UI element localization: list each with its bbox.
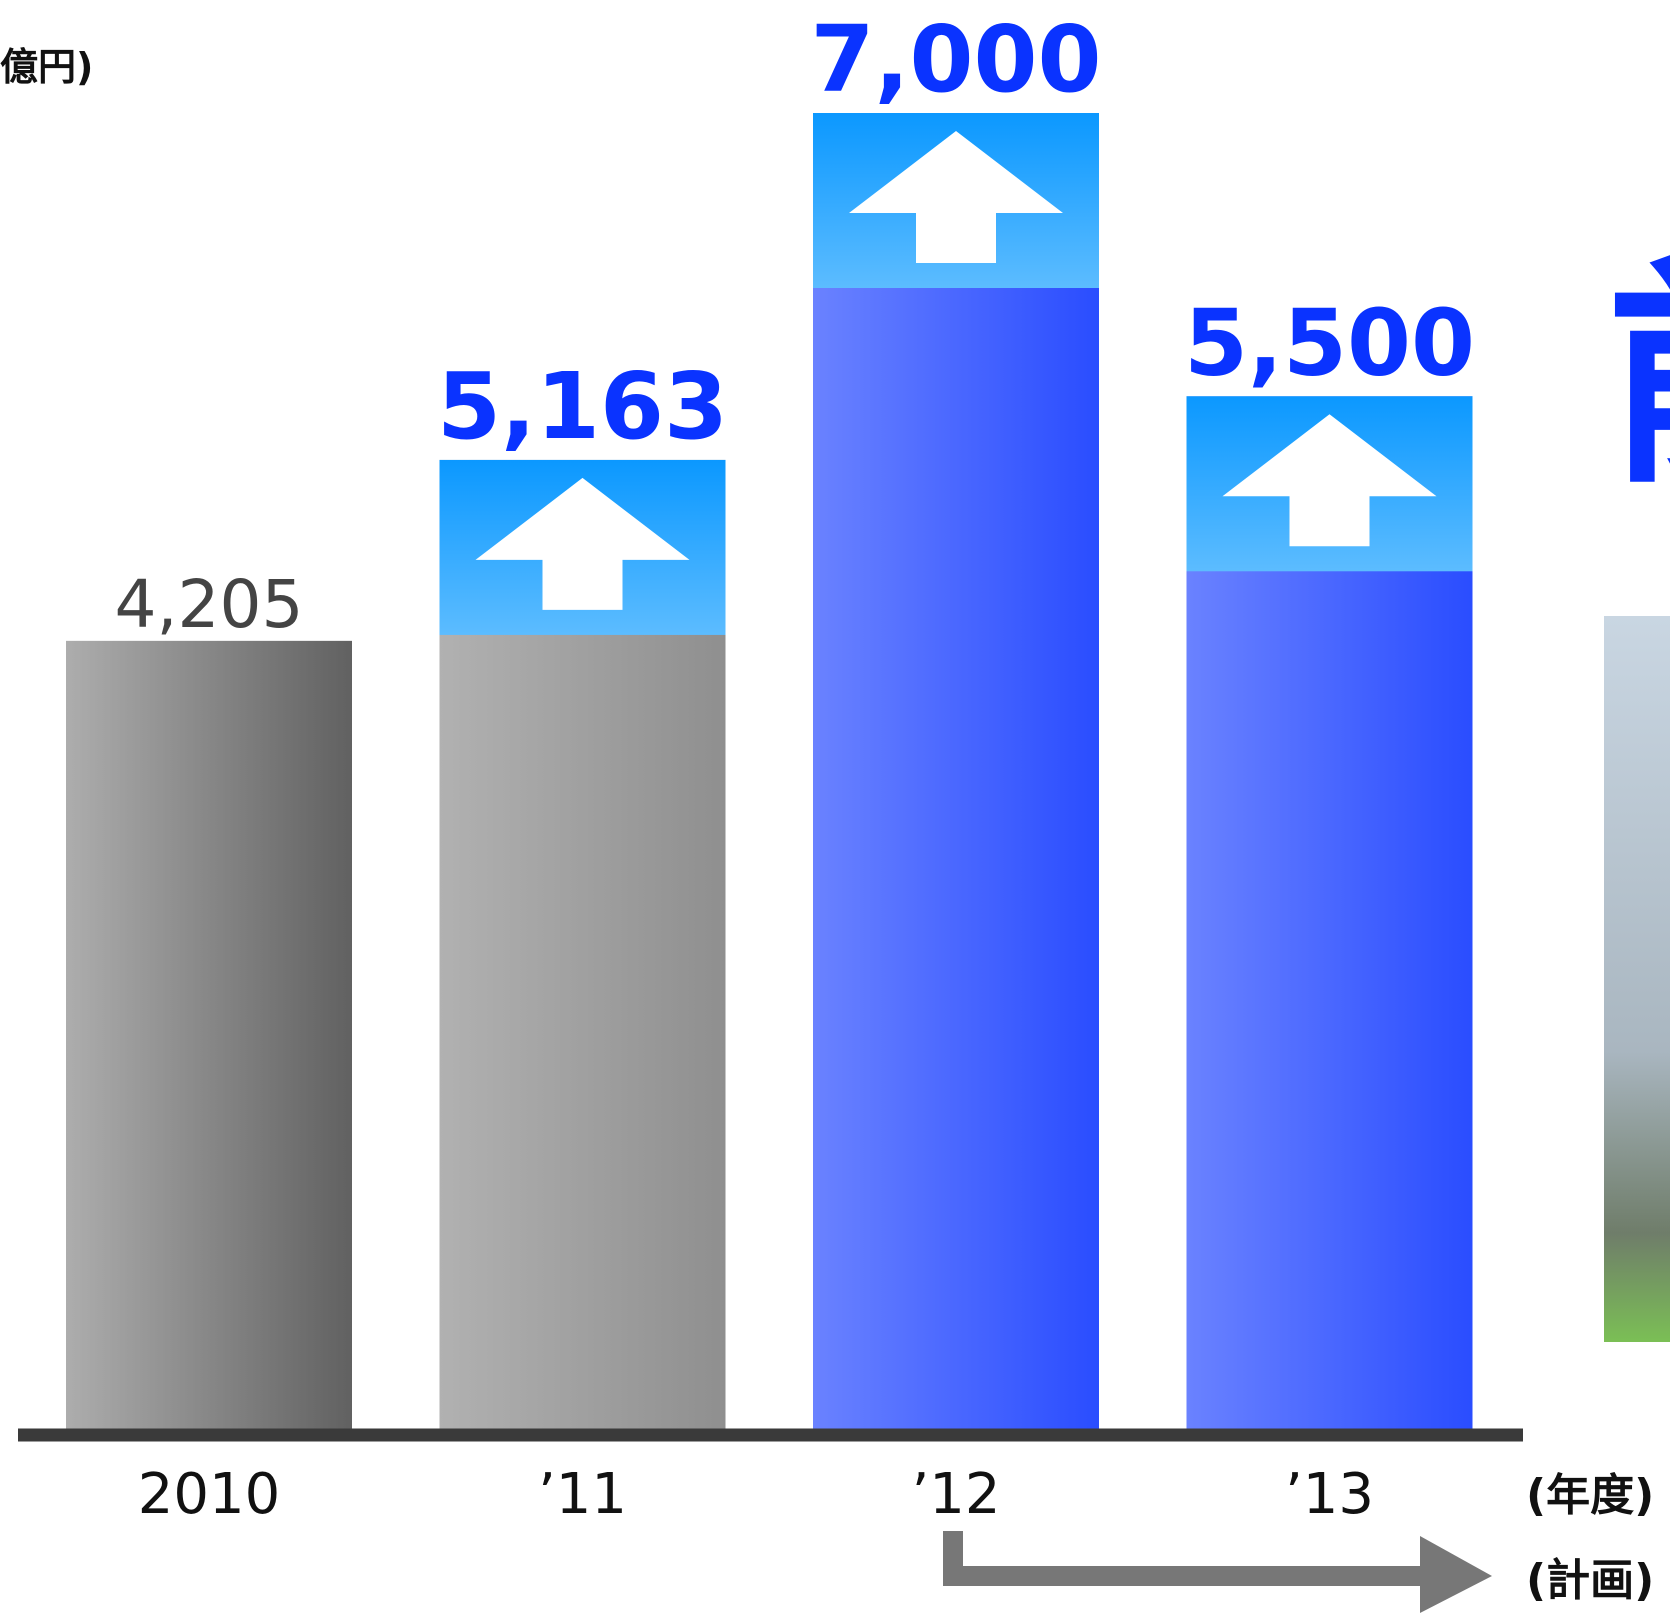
value-label: 5,500 bbox=[1184, 289, 1475, 396]
plan-label: (計画) bbox=[1526, 1555, 1654, 1606]
value-label: 5,163 bbox=[437, 353, 728, 460]
increase-arrow bbox=[849, 131, 1063, 263]
value-label: 4,205 bbox=[115, 566, 304, 643]
bar bbox=[66, 640, 352, 1435]
increase-arrow bbox=[475, 477, 690, 610]
x-tick-label: 2010 bbox=[138, 1462, 281, 1527]
x-tick-label: ’13 bbox=[1285, 1462, 1374, 1527]
side-title: 前 bbox=[1606, 237, 1670, 517]
x-axis-label: (年度) bbox=[1526, 1470, 1654, 1521]
unit-label: 億円) bbox=[0, 45, 93, 89]
value-label: 7,000 bbox=[810, 6, 1101, 113]
photo bbox=[1604, 616, 1670, 1342]
bar bbox=[813, 113, 1099, 1435]
x-tick-label: ’11 bbox=[538, 1462, 627, 1527]
x-tick-label: ’12 bbox=[911, 1462, 1000, 1527]
plan-arrow bbox=[943, 1531, 1430, 1586]
increase-arrow bbox=[1222, 414, 1437, 547]
plan-arrow-head bbox=[1420, 1536, 1492, 1613]
